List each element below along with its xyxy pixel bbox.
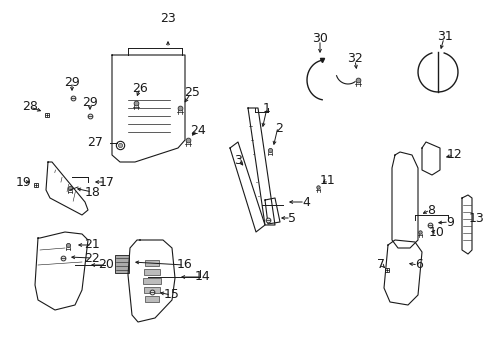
Text: 22: 22 [84, 252, 100, 265]
Text: 13: 13 [468, 211, 484, 225]
Text: 20: 20 [98, 258, 114, 271]
Text: 31: 31 [436, 31, 452, 44]
Text: 30: 30 [311, 31, 327, 45]
Bar [115, 255, 129, 273]
Text: 16: 16 [177, 258, 192, 271]
Text: 10: 10 [428, 225, 444, 238]
Bar [145, 260, 159, 266]
Text: 9: 9 [445, 216, 453, 229]
Text: 2: 2 [274, 122, 283, 135]
Bar [142, 278, 161, 284]
Text: 19: 19 [16, 175, 32, 189]
Text: 7: 7 [376, 258, 384, 271]
Text: 17: 17 [99, 175, 115, 189]
Bar [143, 269, 160, 275]
Text: 28: 28 [22, 100, 38, 113]
Text: 8: 8 [426, 203, 434, 216]
Text: 6: 6 [414, 258, 422, 271]
Text: 21: 21 [84, 238, 100, 252]
Text: 14: 14 [195, 270, 210, 284]
Text: 23: 23 [160, 12, 176, 24]
Bar [145, 296, 159, 302]
Text: 1: 1 [263, 102, 270, 114]
Text: 29: 29 [64, 76, 80, 89]
Text: 18: 18 [85, 185, 101, 198]
Text: 32: 32 [346, 51, 362, 64]
Text: 27: 27 [87, 135, 103, 148]
Text: 15: 15 [164, 288, 180, 302]
Text: 29: 29 [82, 95, 98, 108]
Text: 5: 5 [287, 211, 295, 225]
Text: 26: 26 [132, 81, 147, 94]
Text: 12: 12 [446, 148, 462, 162]
Text: 24: 24 [190, 123, 205, 136]
Text: 11: 11 [320, 174, 335, 186]
Text: 25: 25 [183, 86, 200, 99]
Text: 3: 3 [234, 153, 242, 166]
Text: 4: 4 [302, 195, 309, 208]
Bar [143, 287, 160, 293]
